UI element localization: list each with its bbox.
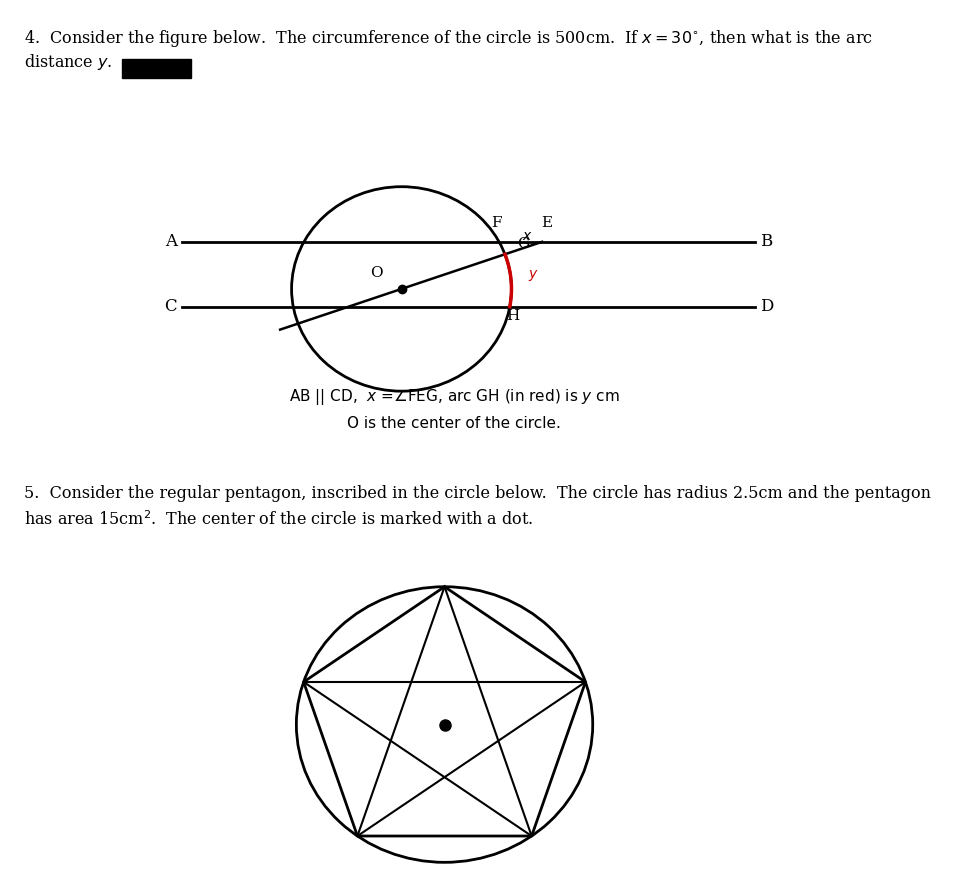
Text: E: E: [541, 216, 553, 230]
Text: B: B: [760, 233, 772, 251]
Text: O is the center of the circle.: O is the center of the circle.: [347, 416, 561, 431]
Text: AB || CD,  $x$ =∠FEG, arc GH (in red) is $y$ cm: AB || CD, $x$ =∠FEG, arc GH (in red) is …: [289, 387, 619, 406]
Text: $y$: $y$: [529, 268, 539, 284]
Text: $x$: $x$: [522, 229, 532, 244]
Text: H: H: [506, 309, 519, 324]
Text: A: A: [164, 233, 177, 251]
Text: F: F: [491, 216, 502, 230]
Text: O: O: [370, 266, 382, 280]
Text: C: C: [164, 298, 177, 316]
Text: distance $y$.: distance $y$.: [24, 52, 113, 71]
Text: 4.  Consider the figure below.  The circumference of the circle is 500cm.  If $x: 4. Consider the figure below. The circum…: [24, 28, 873, 50]
Bar: [122, 59, 191, 78]
Text: G: G: [517, 236, 530, 251]
Text: D: D: [760, 298, 773, 316]
Text: 5.  Consider the regular pentagon, inscribed in the circle below.  The circle ha: 5. Consider the regular pentagon, inscri…: [24, 485, 931, 529]
